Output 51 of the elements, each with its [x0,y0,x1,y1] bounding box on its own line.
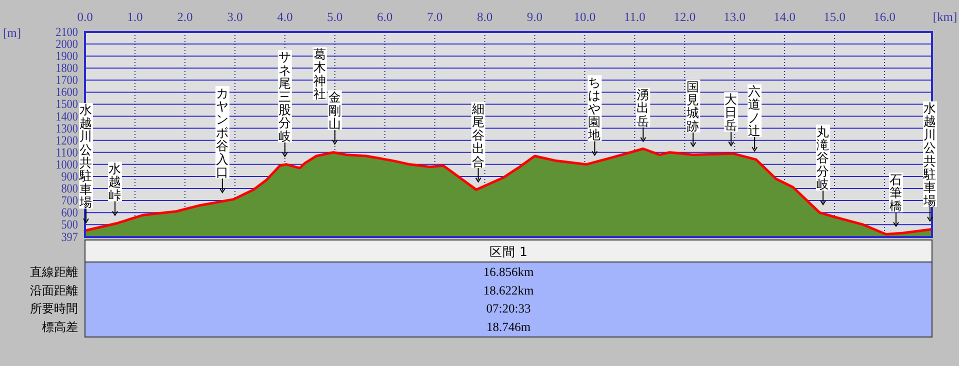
annotation: 水越川公共駐車場 [78,102,92,210]
y-axis-title: [m] [2,26,22,40]
x-tick-label: 15.0 [824,10,846,24]
y-tick-label: 1900 [56,49,81,64]
annotation: 水越川公共駐車場 [922,100,936,208]
y-tick-label: 1100 [56,145,80,160]
x-tick-label: 0.0 [77,10,93,24]
y-tick-label: 1200 [56,133,81,148]
x-axis-title: [km] [932,10,958,24]
annotation: 石筆橋 [890,172,903,214]
annotation: 水越峠 [108,160,122,202]
annotation: 大日岳 [724,91,738,133]
y-tick-label: 900 [61,169,80,184]
x-tick-label: 9.0 [526,10,543,24]
annotation: 金剛山 [328,90,342,132]
y-tick-label: 2000 [56,37,81,52]
annotation: カヤンボ谷入口 [216,85,229,180]
annotation: 細尾谷出合 [470,101,485,169]
x-tick-label: 4.0 [277,10,293,24]
annotation: 国見城跡 [686,78,700,134]
x-tick-label: 6.0 [377,10,393,24]
x-tick-label: 11.0 [624,10,646,24]
y-tick-label: 1000 [56,157,81,172]
x-tick-label: 14.0 [774,10,796,24]
x-tick-label: 7.0 [426,10,443,24]
y-tick-label: 500 [61,218,80,232]
y-tick-label: 600 [61,206,80,220]
x-tick-label: 1.0 [127,10,143,24]
y-tick-label: 1400 [56,109,81,124]
y-tick-label: 1500 [56,97,81,112]
x-tick-label: 3.0 [227,10,243,24]
x-tick-label: 12.0 [674,10,696,24]
y-tick-label: 2100 [56,25,81,39]
y-tick-label: 1600 [56,85,81,100]
annotation: 丸滝谷分岐 [816,124,830,192]
x-tick-label: 8.0 [476,10,493,24]
x-tick-label: 10.0 [574,10,596,24]
x-tick-label: 5.0 [327,10,343,24]
x-tick-label: 13.0 [724,10,746,24]
y-tick-label: 1800 [56,61,81,76]
x-tick-label: 16.0 [874,10,896,24]
annotation: サネ尾三股分岐 [278,49,292,144]
annotation: 湧出岳 [636,86,650,128]
annotation: 葛木神社 [313,46,326,102]
y-tick-label: 700 [61,194,80,208]
y-tick-label: 1700 [56,73,81,88]
annotation: ちはや園地 [587,74,602,142]
y-tick-label: 800 [61,181,80,196]
annotation: 六道ノ辻 [748,83,762,138]
x-tick-label: 2.0 [177,10,193,24]
y-tick-label: 1300 [56,121,81,136]
